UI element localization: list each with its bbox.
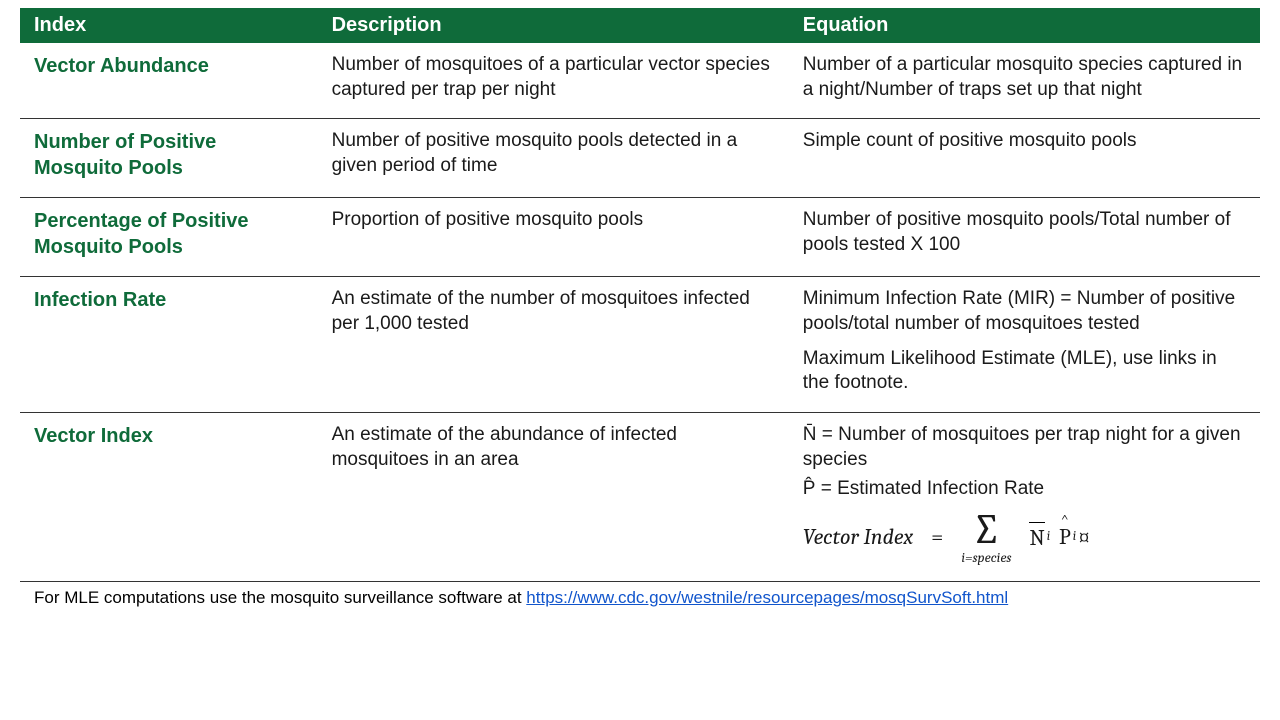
footnote-link[interactable]: https://www.cdc.gov/westnile/resourcepag… <box>526 588 1008 607</box>
sigma-icon: ∑ <box>972 509 1002 551</box>
table-row: Vector Abundance Number of mosquitoes of… <box>20 43 1260 119</box>
header-row: Index Description Equation <box>20 8 1260 43</box>
equation-cell: Number of a particular mosquito species … <box>789 43 1260 119</box>
header-equation: Equation <box>789 8 1260 43</box>
vector-index-formula: Vector Index = ∑ i=species Ni Pi¤ <box>803 509 1246 565</box>
formula-rhs: Ni Pi¤ <box>1029 522 1090 553</box>
description-cell: Proportion of positive mosquito pools <box>318 198 789 277</box>
n-bar-symbol: N <box>1029 522 1044 553</box>
index-cell: Vector Index <box>20 413 318 582</box>
sub-i: i <box>1073 529 1076 546</box>
variable-n-bar: N̄ = Number of mosquitoes per trap night… <box>803 423 1246 472</box>
indices-table: Index Description Equation Vector Abunda… <box>20 8 1260 581</box>
index-cell: Vector Abundance <box>20 43 318 119</box>
table-container: Index Description Equation Vector Abunda… <box>0 0 1280 614</box>
table-row: Number of Positive Mosquito Pools Number… <box>20 119 1260 198</box>
p-hat-symbol: P <box>1059 523 1071 552</box>
description-cell: An estimate of the abundance of infected… <box>318 413 789 582</box>
equation-cell: Number of positive mosquito pools/Total … <box>789 198 1260 277</box>
sum-subscript: i=species <box>961 551 1011 565</box>
description-cell: Number of mosquitoes of a particular vec… <box>318 43 789 119</box>
sub-i: i <box>1047 529 1050 546</box>
formula-lhs: Vector Index <box>803 523 913 552</box>
equation-text: Maximum Likelihood Estimate (MLE), use l… <box>803 347 1246 396</box>
trailing-glyph: ¤ <box>1078 523 1090 552</box>
footnote-text: For MLE computations use the mosquito su… <box>34 588 526 607</box>
table-row: Vector Index An estimate of the abundanc… <box>20 413 1260 582</box>
equation-cell: N̄ = Number of mosquitoes per trap night… <box>789 413 1260 582</box>
equation-text: Number of positive mosquito pools/Total … <box>803 208 1246 257</box>
table-row: Percentage of Positive Mosquito Pools Pr… <box>20 198 1260 277</box>
table-row: Infection Rate An estimate of the number… <box>20 277 1260 413</box>
sigma-sum: ∑ i=species <box>961 509 1011 565</box>
equals-sign: = <box>931 523 943 552</box>
index-cell: Infection Rate <box>20 277 318 413</box>
description-cell: Number of positive mosquito pools detect… <box>318 119 789 198</box>
sym-p: P <box>1059 524 1071 550</box>
index-cell: Percentage of Positive Mosquito Pools <box>20 198 318 277</box>
equation-cell: Simple count of positive mosquito pools <box>789 119 1260 198</box>
equation-text: Simple count of positive mosquito pools <box>803 129 1246 154</box>
header-index: Index <box>20 8 318 43</box>
equation-text: Number of a particular mosquito species … <box>803 53 1246 102</box>
sym-n: N <box>1029 525 1044 551</box>
equation-text: Minimum Infection Rate (MIR) = Number of… <box>803 287 1246 336</box>
footnote: For MLE computations use the mosquito su… <box>20 581 1260 614</box>
header-description: Description <box>318 8 789 43</box>
variable-p-hat: P̂ = Estimated Infection Rate <box>803 477 1246 502</box>
description-cell: An estimate of the number of mosquitoes … <box>318 277 789 413</box>
index-cell: Number of Positive Mosquito Pools <box>20 119 318 198</box>
equation-cell: Minimum Infection Rate (MIR) = Number of… <box>789 277 1260 413</box>
